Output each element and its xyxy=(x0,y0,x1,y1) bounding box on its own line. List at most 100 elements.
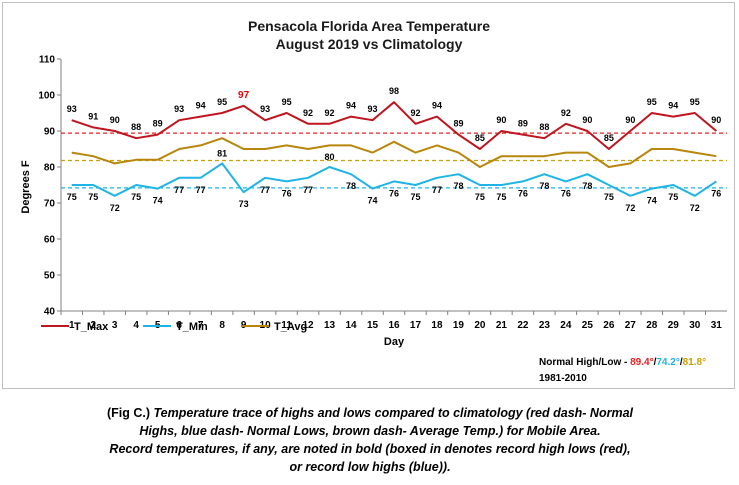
legend-label-t-avg: T_Avg xyxy=(274,321,307,333)
data-label-t-max: 94 xyxy=(196,101,206,111)
data-label-t-max: 90 xyxy=(582,115,592,125)
data-label-t-min: 72 xyxy=(110,203,120,213)
data-label-t-max: 90 xyxy=(711,115,721,125)
x-tick-label: 22 xyxy=(517,320,529,331)
x-tick-label: 27 xyxy=(625,320,637,331)
data-label-t-min: 77 xyxy=(432,185,442,195)
data-label-t-min: 74 xyxy=(647,196,657,206)
data-label-t-max: 90 xyxy=(625,115,635,125)
data-label-t-min: 75 xyxy=(604,192,614,202)
data-label-t-max: 92 xyxy=(303,108,313,118)
data-label-t-max: 90 xyxy=(110,115,120,125)
data-label-t-max: 94 xyxy=(346,101,356,111)
x-tick-label: 26 xyxy=(603,320,615,331)
temperature-chart: Pensacola Florida Area Temperature Augus… xyxy=(20,18,727,384)
caption-fig-label: (Fig C.) xyxy=(106,406,154,420)
x-tick-label: 3 xyxy=(112,320,118,331)
x-tick-label: 18 xyxy=(431,320,443,331)
y-tick-label: 100 xyxy=(38,91,55,102)
data-label-t-max: 92 xyxy=(410,108,420,118)
caption-line-4: or record low highs (blue)). xyxy=(289,460,451,474)
data-label-t-max: 89 xyxy=(518,119,528,129)
caption-line-2: Highs, blue dash- Normal Lows, brown das… xyxy=(139,424,601,438)
legend-label-t-max: T_Max xyxy=(74,321,109,333)
data-label-t-max: 91 xyxy=(88,111,98,121)
data-label-t-max: 94 xyxy=(432,101,442,111)
chart-subtitle: August 2019 vs Climatology xyxy=(276,36,463,52)
series-line-t-avg xyxy=(71,137,717,168)
x-tick-label: 19 xyxy=(453,320,465,331)
data-label-t-max: 85 xyxy=(475,133,485,143)
data-label-t-max: 94 xyxy=(668,101,678,111)
data-label-t-min: 75 xyxy=(496,192,506,202)
data-label-t-max: 85 xyxy=(604,133,614,143)
x-axis-title: Day xyxy=(384,336,405,348)
data-label-t-min: 75 xyxy=(410,192,420,202)
data-label-t-min: 78 xyxy=(539,181,549,191)
data-label-t-min: 76 xyxy=(711,188,721,198)
normals-separator: / xyxy=(680,357,683,368)
y-tick-label: 60 xyxy=(44,235,56,246)
data-label-t-min: 76 xyxy=(282,188,292,198)
data-label-t-max: 89 xyxy=(453,119,463,129)
data-label-t-max: 90 xyxy=(496,115,506,125)
y-tick-label: 50 xyxy=(44,271,56,282)
normals-value-1: 74.2° xyxy=(656,357,679,368)
x-tick-label: 11 xyxy=(281,320,292,331)
data-label-t-min: 74 xyxy=(368,196,378,206)
data-label-t-min: 78 xyxy=(346,181,356,191)
normals-note: Normal High/Low - 89.4°/74.2°/81.8° xyxy=(539,357,706,368)
x-tick-label: 8 xyxy=(219,320,225,331)
x-tick-label: 25 xyxy=(582,320,594,331)
data-label-t-max: 93 xyxy=(67,104,77,114)
x-tick-label: 20 xyxy=(474,320,486,331)
x-tick-label: 23 xyxy=(539,320,551,331)
data-label-t-max: 93 xyxy=(368,104,378,114)
normals-period: 1981-2010 xyxy=(539,373,587,384)
data-label-t-max: 97 xyxy=(238,90,250,101)
data-label-t-max: 92 xyxy=(325,108,335,118)
data-label-t-min: 75 xyxy=(88,192,98,202)
data-label-t-max: 98 xyxy=(389,86,399,96)
data-label-t-min: 73 xyxy=(239,199,249,209)
normals-separator: / xyxy=(654,357,657,368)
normals-prefix: Normal High/Low - xyxy=(539,357,630,368)
data-label-t-max: 95 xyxy=(690,97,700,107)
x-tick-label: 1 xyxy=(69,320,75,331)
x-tick-label: 30 xyxy=(689,320,701,331)
x-tick-label: 24 xyxy=(560,320,572,331)
x-tick-label: 29 xyxy=(668,320,680,331)
x-tick-label: 21 xyxy=(496,320,508,331)
y-tick-label: 40 xyxy=(44,307,56,318)
x-tick-label: 13 xyxy=(324,320,336,331)
data-label-t-max: 95 xyxy=(647,97,657,107)
data-label-t-min: 77 xyxy=(174,185,184,195)
chart-frame: Pensacola Florida Area Temperature Augus… xyxy=(2,2,735,389)
data-label-t-min: 80 xyxy=(325,152,335,162)
x-tick-label: 14 xyxy=(345,320,357,331)
normals-value-0: 89.4° xyxy=(630,357,653,368)
data-label-t-min: 78 xyxy=(453,181,463,191)
legend: T_Max T_Min T_Avg xyxy=(41,321,307,333)
caption-line-3: Record temperatures, if any, are noted i… xyxy=(109,442,631,456)
data-label-t-max: 92 xyxy=(561,108,571,118)
data-label-t-max: 95 xyxy=(282,97,292,107)
x-tick-label: 28 xyxy=(646,320,658,331)
y-tick-label: 70 xyxy=(44,199,56,210)
data-label-t-min: 75 xyxy=(475,192,485,202)
x-tick-label: 31 xyxy=(711,320,723,331)
data-label-t-min: 72 xyxy=(625,203,635,213)
y-tick-label: 80 xyxy=(44,163,56,174)
x-tick-label: 6 xyxy=(176,320,182,331)
x-tick-label: 16 xyxy=(388,320,400,331)
data-label-t-min: 76 xyxy=(561,188,571,198)
plot-area: 4050607080901001101234567891011121314151… xyxy=(38,55,727,331)
data-label-t-max: 93 xyxy=(260,104,270,114)
x-tick-label: 17 xyxy=(410,320,422,331)
x-tick-label: 2 xyxy=(90,320,96,331)
data-label-t-min: 77 xyxy=(196,185,206,195)
y-axis-title: Degrees F xyxy=(20,160,32,213)
data-label-t-min: 77 xyxy=(260,185,270,195)
legend-label-t-min: T_Min xyxy=(176,321,208,333)
caption-line-1: Temperature trace of highs and lows comp… xyxy=(153,406,634,420)
